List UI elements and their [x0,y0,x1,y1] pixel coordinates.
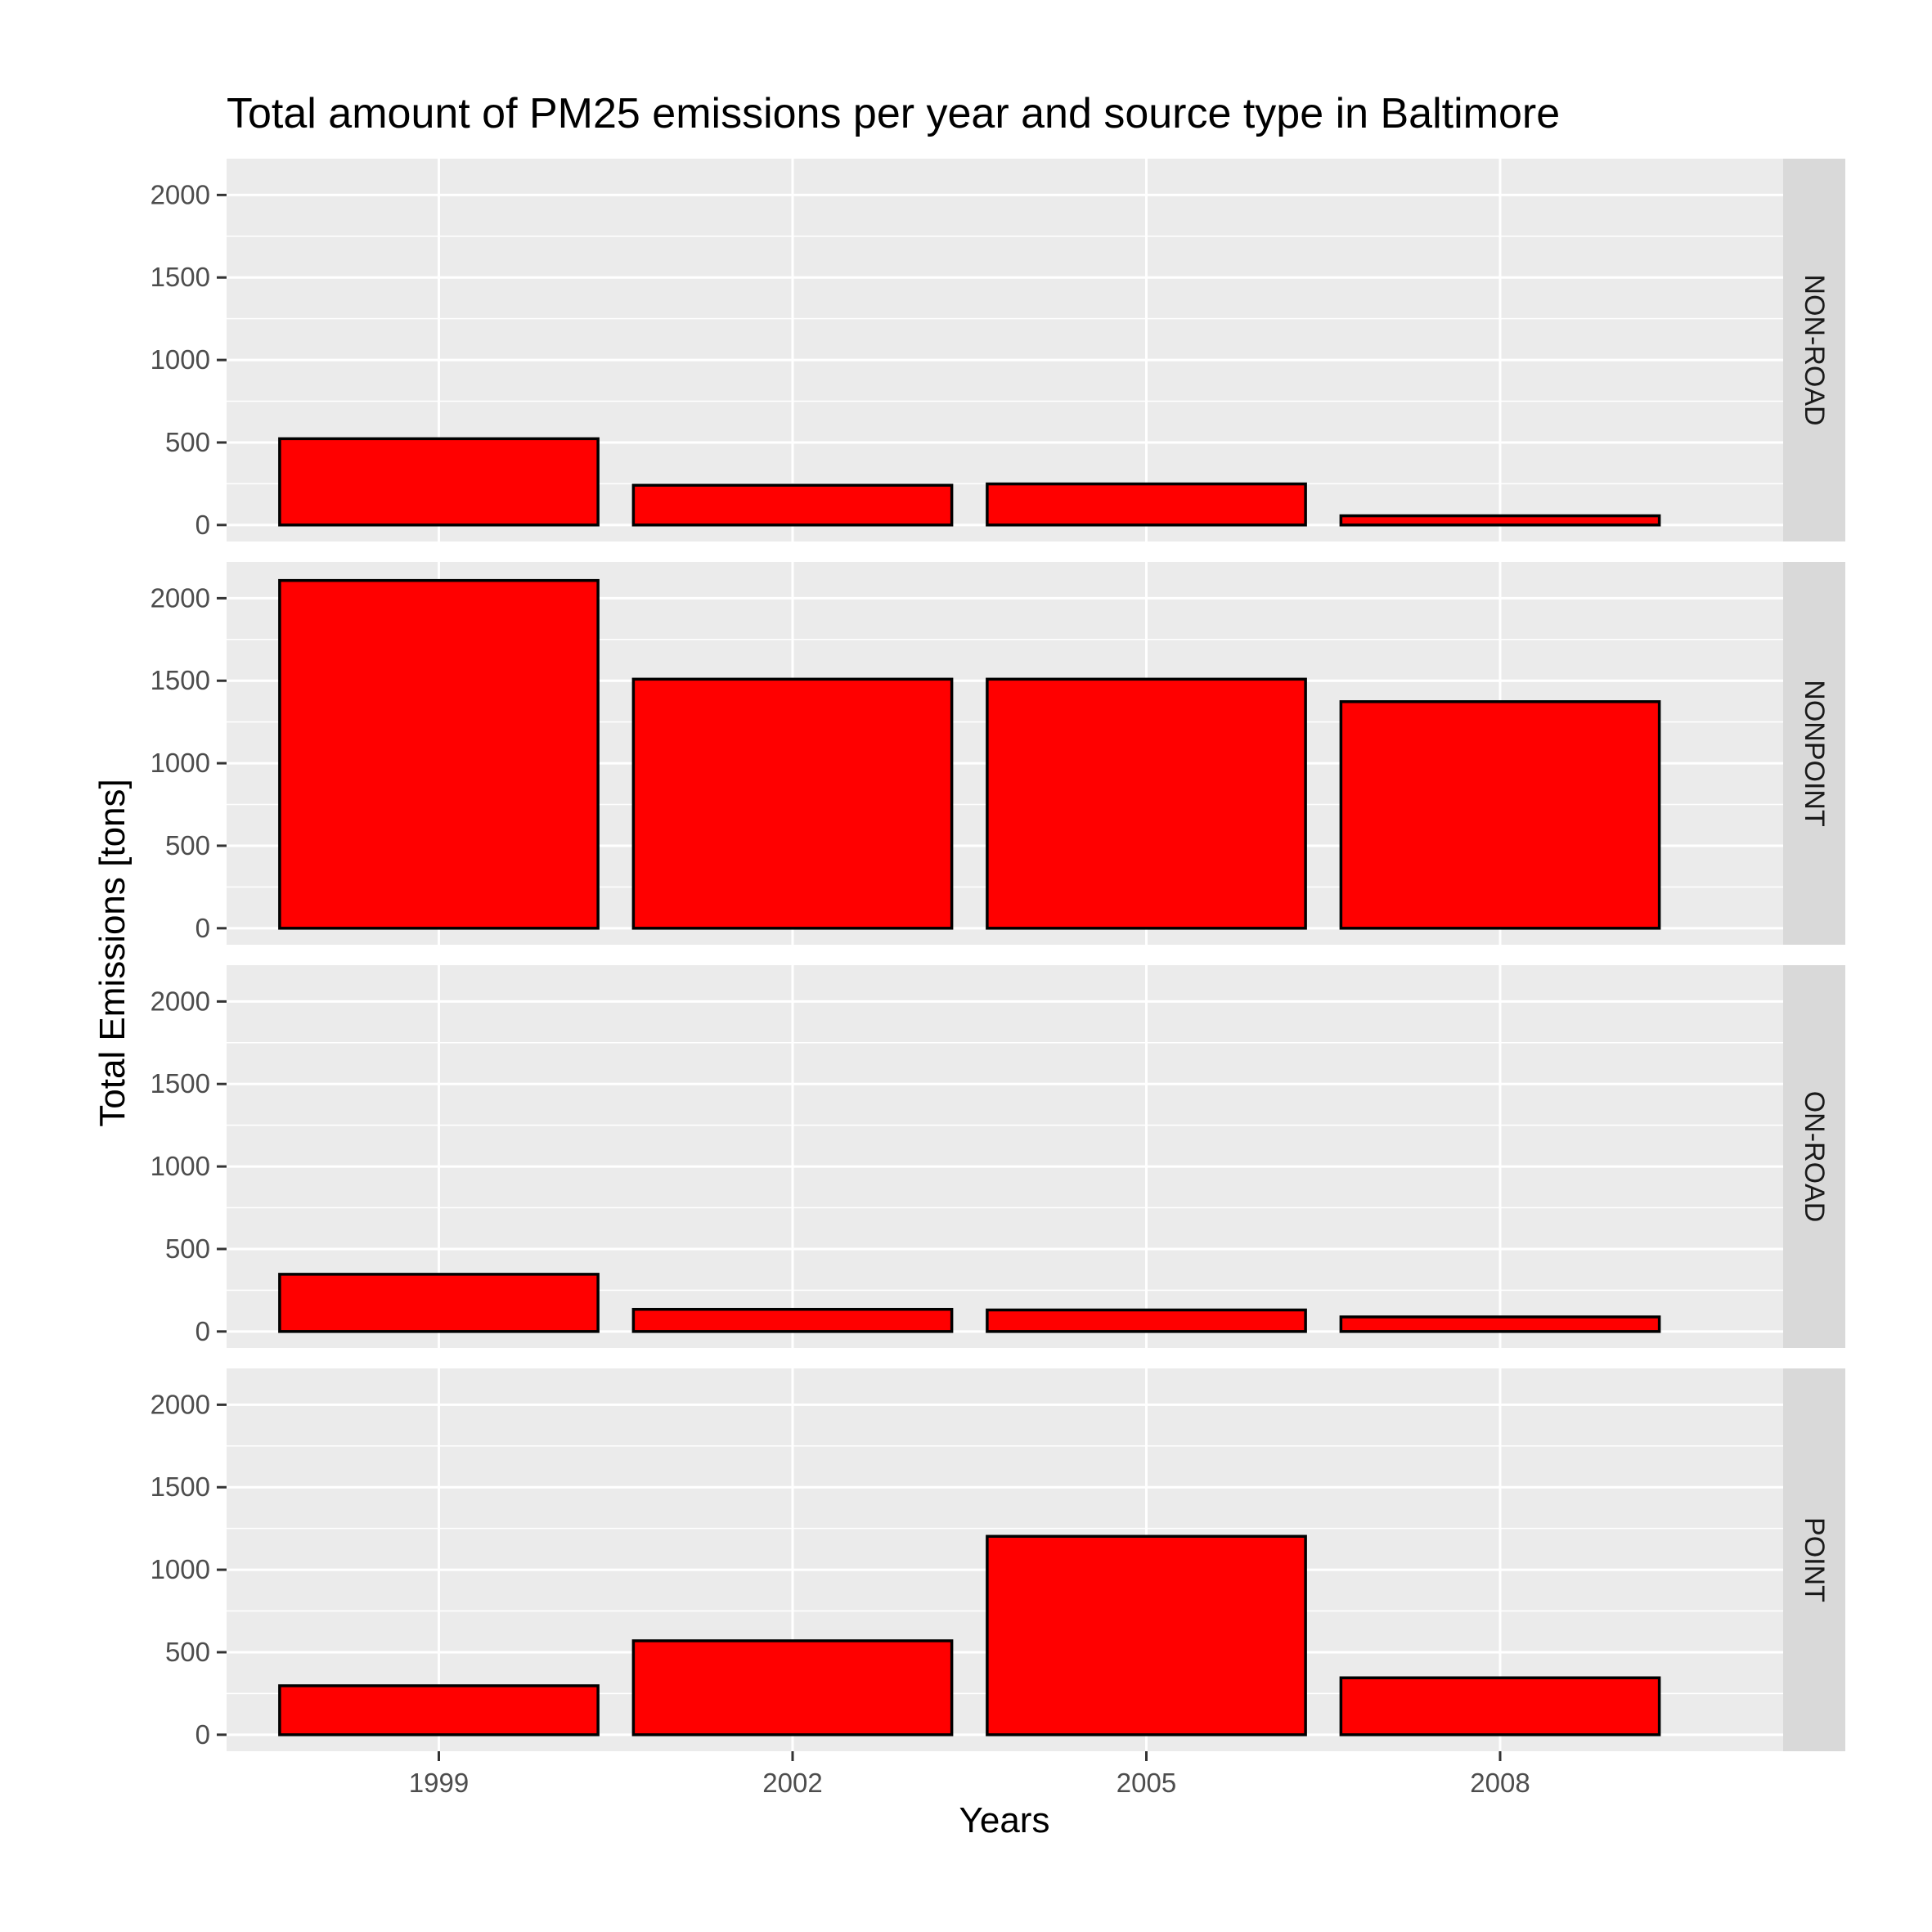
facet-strip [1783,1368,1845,1751]
facet-strip-label: NON-ROAD [1799,274,1830,425]
facet-strip [1783,562,1845,945]
bar-nonpoint-2002 [631,677,954,930]
x-axis-title: Years [959,1800,1050,1840]
y-axis-title: Total Emissions [tons] [92,779,133,1127]
bar-non-road-2002 [631,483,954,527]
y-tick-label: 1000 [151,1554,210,1584]
y-tick-label: 0 [195,1316,210,1346]
panel-on-road: 0 500 1000 1500 2000 ON-ROAD [151,965,1845,1348]
bar-non-road-2008 [1339,514,1661,527]
y-tick-label: 1500 [151,262,210,292]
facet-strip [1783,965,1845,1348]
bar-non-road-1999 [278,437,600,527]
y-tick-label: 500 [165,1233,210,1264]
y-tick-label: 500 [165,830,210,860]
x-axis: 1999 2002 2005 2008 [409,1751,1530,1798]
y-tick-label: 0 [195,913,210,943]
panel-nonpoint: 0 500 1000 1500 2000 NONPOINT [151,562,1845,945]
chart-title: Total amount of PM25 emissions per year … [227,90,1560,137]
bar-point-2005 [986,1534,1307,1737]
y-tick-label: 1000 [151,1151,210,1181]
bar-on-road-1999 [278,1273,600,1333]
bar-on-road-2005 [986,1308,1307,1333]
bar-on-road-2002 [631,1307,954,1333]
y-tick-label: 1000 [151,748,210,778]
facet-panels: 0 500 1000 1500 2000 NON-ROAD 0 500 1000 1500 2000… [151,159,1845,1751]
panel-point: 0 500 1000 1500 2000 POINT [151,1368,1845,1751]
y-tick-label: 2000 [151,986,210,1016]
bar-on-road-2008 [1339,1315,1661,1333]
bar-nonpoint-1999 [278,578,600,930]
x-tick-label: 2005 [1117,1768,1176,1798]
panel-non-road: 0 500 1000 1500 2000 NON-ROAD [151,159,1845,541]
y-tick-label: 1000 [151,344,210,375]
bar-nonpoint-2008 [1339,700,1661,930]
y-tick-label: 1500 [151,1068,210,1099]
bar-point-2008 [1339,1676,1661,1737]
facet-strip [1783,159,1845,541]
bar-non-road-2005 [986,482,1307,527]
y-tick-label: 1500 [151,1471,210,1502]
bar-point-1999 [278,1684,600,1737]
facet-strip-label: POINT [1799,1517,1830,1602]
y-tick-label: 1500 [151,665,210,695]
facet-strip-label: ON-ROAD [1799,1091,1830,1223]
x-tick-label: 1999 [409,1768,469,1798]
bar-nonpoint-2005 [986,677,1307,930]
y-tick-label: 500 [165,1637,210,1667]
x-tick-label: 2002 [762,1768,822,1798]
x-tick-label: 2008 [1470,1768,1530,1798]
facet-strip-label: NONPOINT [1799,680,1830,826]
y-tick-label: 2000 [151,1389,210,1419]
y-tick-label: 0 [195,510,210,540]
y-tick-label: 2000 [151,582,210,613]
y-tick-label: 0 [195,1719,210,1750]
y-tick-label: 500 [165,427,210,457]
bar-point-2002 [631,1639,954,1737]
y-tick-label: 2000 [151,179,210,209]
